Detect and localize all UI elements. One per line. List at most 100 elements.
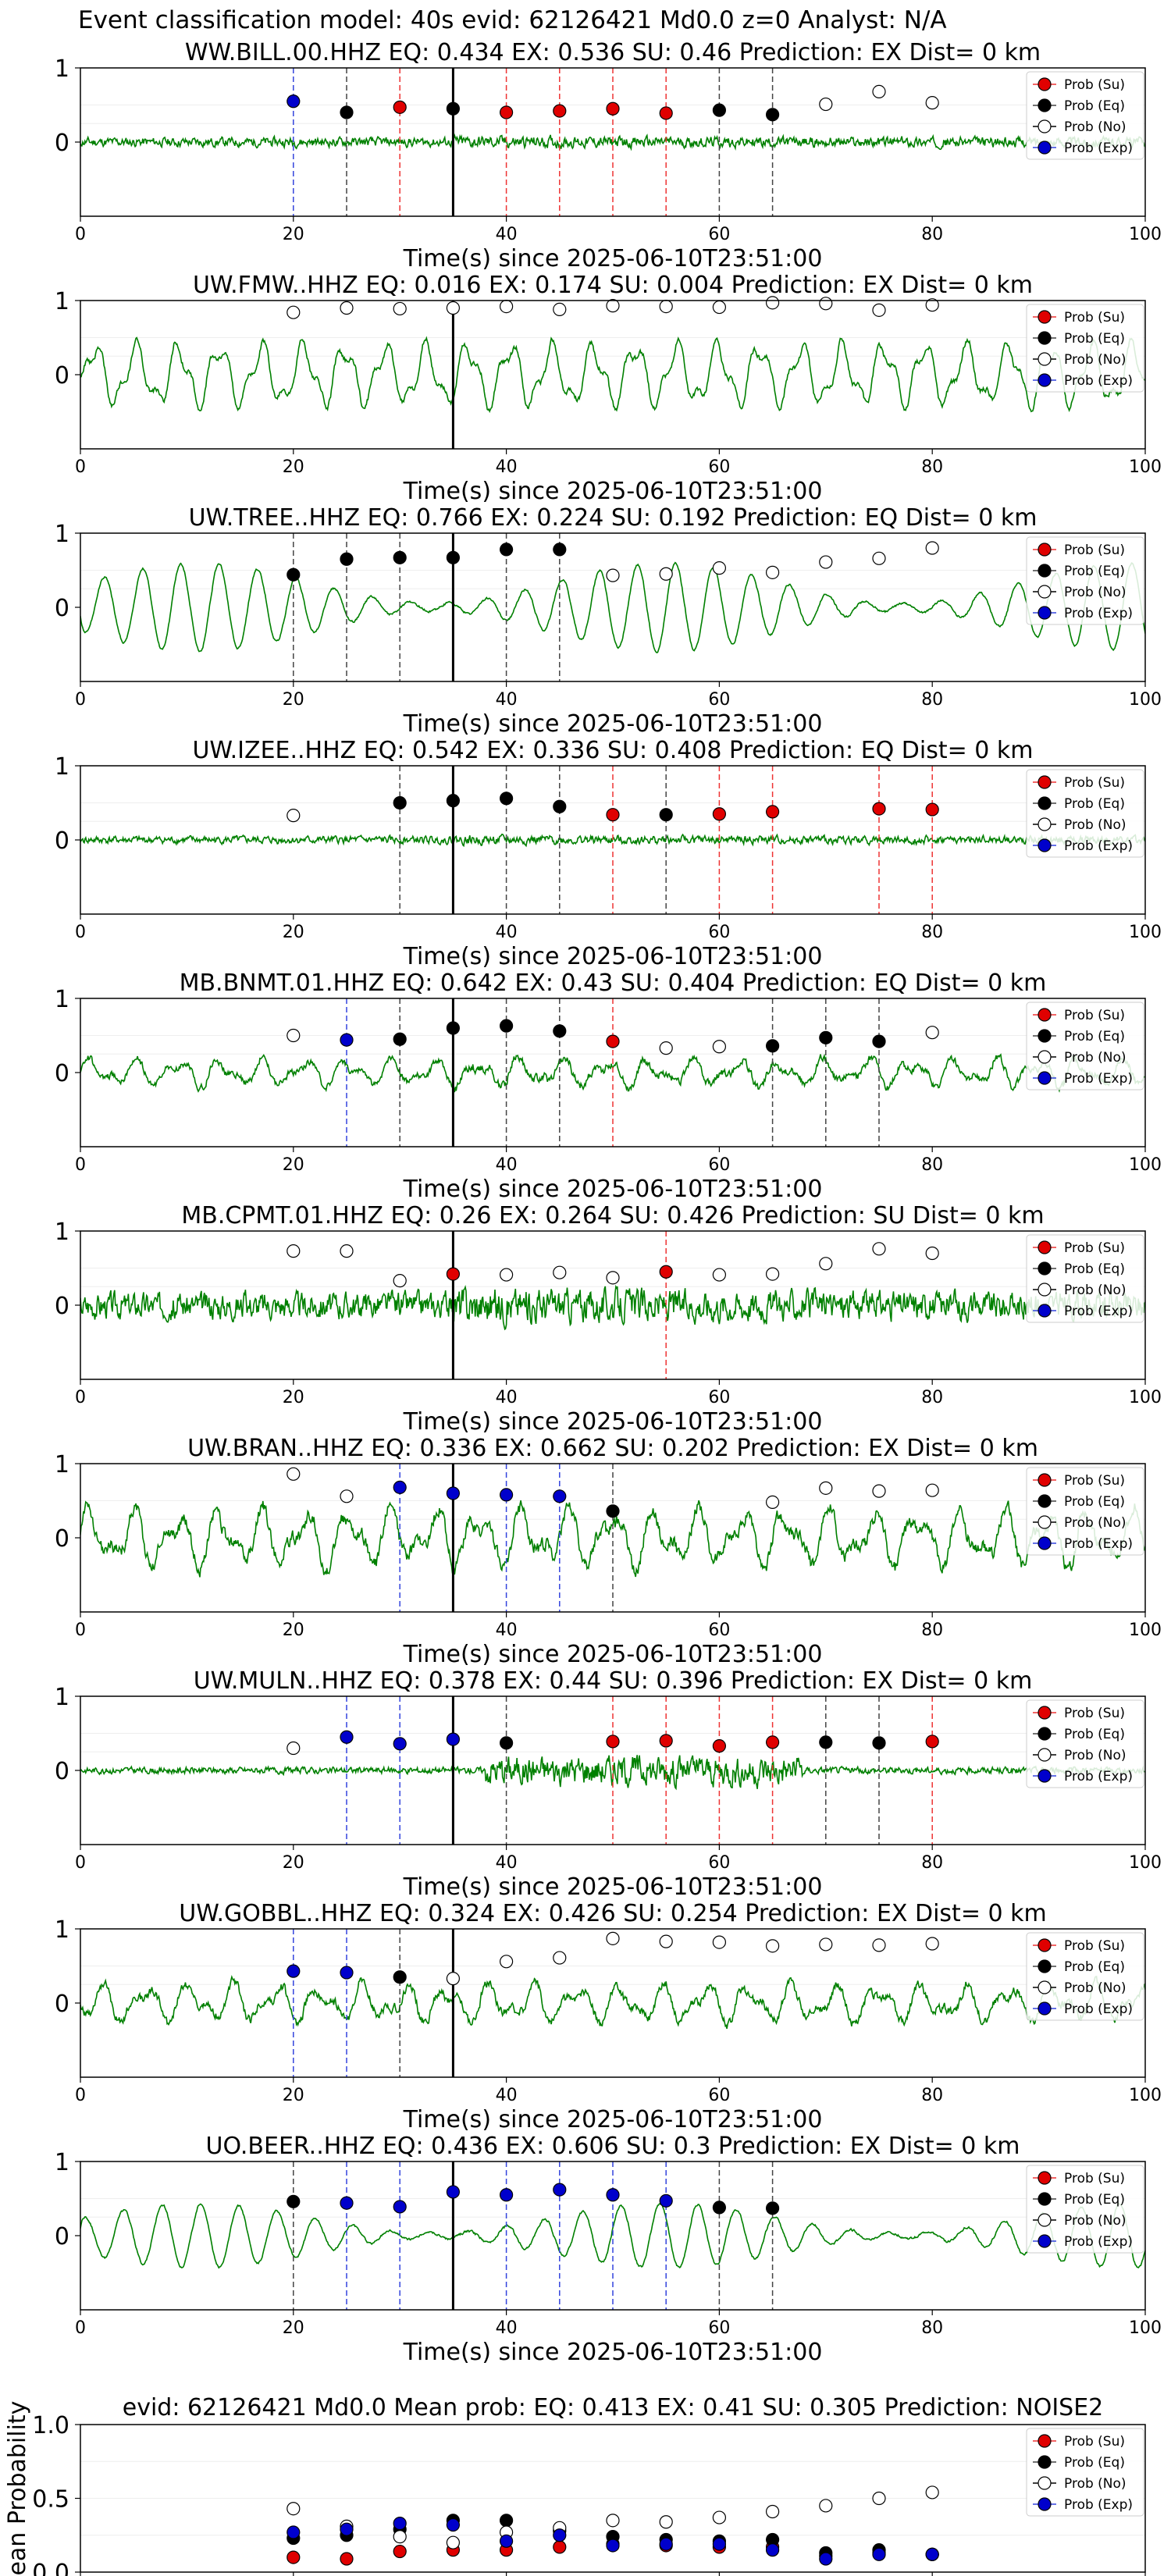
prob-point xyxy=(659,808,673,822)
panel-title: UW.GOBBL..HHZ EQ: 0.324 EX: 0.426 SU: 0.… xyxy=(179,1900,1046,1927)
y-tick-label: 0 xyxy=(55,1758,69,1785)
prob-point xyxy=(606,808,620,822)
prob-point xyxy=(340,2196,354,2210)
x-tick-label: 60 xyxy=(708,1853,730,1873)
prob-point xyxy=(765,1735,780,1749)
legend-label: Prob (Eq) xyxy=(1064,1494,1125,1510)
mean-prob-point xyxy=(712,2510,727,2524)
y-tick-label: 1.0 xyxy=(32,2412,69,2439)
x-tick-label: 0 xyxy=(75,1621,86,1640)
legend-box xyxy=(1026,1234,1144,1323)
y-tick-label: 1 xyxy=(55,2149,69,2176)
legend-label: Prob (No) xyxy=(1064,1748,1127,1763)
legend-label: Prob (Su) xyxy=(1064,1706,1125,1721)
prob-point xyxy=(659,1934,673,1948)
prob-point xyxy=(446,1486,461,1500)
legend-label: Prob (Eq) xyxy=(1064,331,1125,347)
station-panel: UW.IZEE..HHZ EQ: 0.542 EX: 0.336 SU: 0.4… xyxy=(55,737,1162,970)
prob-point xyxy=(287,1028,301,1043)
prob-point xyxy=(925,541,939,555)
x-tick-label: 100 xyxy=(1129,1853,1162,1873)
legend-marker xyxy=(1038,1261,1052,1276)
prob-point xyxy=(659,1734,673,1748)
legend-marker xyxy=(1038,98,1052,112)
prob-point xyxy=(393,795,407,810)
prob-point xyxy=(340,1033,354,1047)
waveform-trace xyxy=(80,1284,1145,1331)
y-tick-label: 1 xyxy=(55,55,69,83)
legend-label: Prob (Su) xyxy=(1064,1240,1125,1256)
prob-point xyxy=(925,1937,939,1951)
y-tick-label: 1 xyxy=(55,1451,69,1478)
panel-title: UO.BEER..HHZ EQ: 0.436 EX: 0.606 SU: 0.3… xyxy=(206,2133,1020,2160)
prob-point xyxy=(446,301,461,315)
y-tick-label: 1 xyxy=(55,753,69,781)
prob-point xyxy=(393,1032,407,1046)
panel-title: WW.BILL.00.HHZ EQ: 0.434 EX: 0.536 SU: 0… xyxy=(185,39,1041,66)
legend-marker xyxy=(1038,1240,1052,1254)
legend-marker xyxy=(1038,543,1052,557)
legend-marker xyxy=(1038,2476,1052,2490)
legend-label: Prob (No) xyxy=(1064,119,1127,135)
prob-point xyxy=(287,305,301,319)
prob-point xyxy=(553,1265,567,1279)
x-tick-label: 60 xyxy=(708,1621,730,1640)
x-tick-label: 80 xyxy=(921,2086,943,2105)
legend-label: Prob (Su) xyxy=(1064,1008,1125,1023)
prob-point xyxy=(712,2201,727,2215)
x-tick-label: 80 xyxy=(921,923,943,942)
x-tick-label: 40 xyxy=(496,2318,518,2338)
prob-point xyxy=(393,100,407,114)
x-tick-label: 20 xyxy=(283,225,304,244)
prob-point xyxy=(712,1268,727,1282)
prob-point xyxy=(446,1021,461,1035)
prob-point xyxy=(765,805,780,819)
legend-marker xyxy=(1038,1283,1052,1297)
prob-point xyxy=(765,1267,780,1281)
prob-point xyxy=(340,552,354,566)
legend-label: Prob (Su) xyxy=(1064,543,1125,558)
y-tick-label: 0 xyxy=(55,1525,69,1553)
legend-marker xyxy=(1038,352,1052,366)
legend-marker xyxy=(1038,585,1052,599)
legend-label: Prob (Eq) xyxy=(1064,564,1125,579)
legend-marker xyxy=(1038,1494,1052,1508)
x-tick-label: 0 xyxy=(75,225,86,244)
mean-prob-point xyxy=(659,2515,673,2529)
y-tick-label: 1 xyxy=(55,986,69,1013)
prob-point xyxy=(340,105,354,119)
x-tick-label: 60 xyxy=(708,2086,730,2105)
x-tick-label: 80 xyxy=(921,1155,943,1175)
legend-label: Prob (No) xyxy=(1064,585,1127,600)
y-tick-label: 0.0 xyxy=(32,2560,69,2576)
legend-label: Prob (Exp) xyxy=(1064,1071,1133,1087)
mean-prob-point xyxy=(553,2528,567,2542)
legend-marker xyxy=(1038,1727,1052,1741)
legend-label: Prob (Su) xyxy=(1064,310,1125,326)
legend-label: Prob (Eq) xyxy=(1064,1029,1125,1044)
prob-point xyxy=(340,1730,354,1744)
prob-point xyxy=(499,300,514,314)
legend-label: Prob (Exp) xyxy=(1064,1769,1133,1784)
legend-label: Prob (No) xyxy=(1064,352,1127,368)
legend-label: Prob (No) xyxy=(1064,817,1127,833)
station-panel: WW.BILL.00.HHZ EQ: 0.434 EX: 0.536 SU: 0… xyxy=(55,39,1162,272)
x-axis-label: Time(s) since 2025-06-10T23:51:00 xyxy=(403,245,823,272)
legend-marker xyxy=(1038,1515,1052,1529)
x-tick-label: 80 xyxy=(921,690,943,710)
legend-marker xyxy=(1038,1536,1052,1550)
legend-box xyxy=(1026,1699,1144,1788)
panel-title: UW.MULN..HHZ EQ: 0.378 EX: 0.44 SU: 0.39… xyxy=(194,1667,1033,1695)
legend-label: Prob (Exp) xyxy=(1064,2497,1133,2513)
waveform-trace xyxy=(80,1755,1145,1791)
y-tick-label: 0 xyxy=(55,1293,69,1320)
legend-label: Prob (Su) xyxy=(1064,1473,1125,1489)
x-tick-label: 20 xyxy=(283,690,304,710)
prob-point xyxy=(553,1024,567,1038)
prob-point xyxy=(872,1484,886,1498)
x-tick-label: 80 xyxy=(921,1853,943,1873)
legend-marker xyxy=(1038,1980,1052,1994)
x-axis-label: Time(s) since 2025-06-10T23:51:00 xyxy=(403,2339,823,2366)
station-panel: MB.CPMT.01.HHZ EQ: 0.26 EX: 0.264 SU: 0.… xyxy=(55,1202,1162,1436)
y-tick-label: 0 xyxy=(55,827,69,855)
